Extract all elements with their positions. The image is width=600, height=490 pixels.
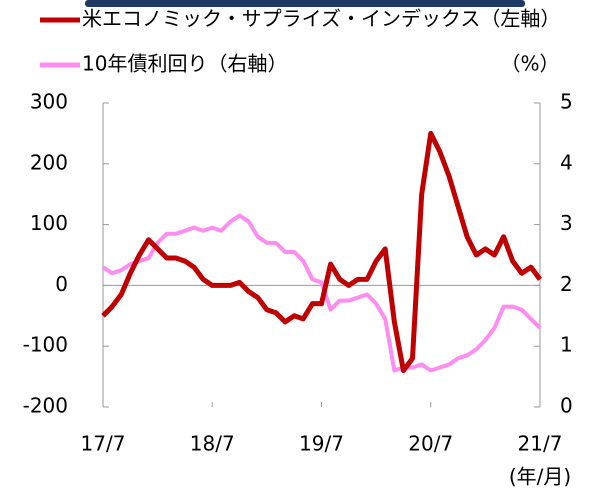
series-line [101, 130, 543, 374]
y2-tick-label: 3 [560, 211, 573, 235]
x-tick-label: 21/7 [518, 432, 563, 456]
x-unit: (年/月) [509, 465, 571, 489]
y2-tick-label: 2 [560, 272, 573, 296]
header-bar [85, 0, 525, 7]
y-tick-label: -100 [23, 333, 68, 357]
y2-tick-label: 4 [560, 150, 573, 174]
y2-tick-label: 1 [560, 333, 573, 357]
y2-tick-label: 5 [560, 90, 573, 114]
legend-label: 米エコノミック・サプライズ・インデックス（左軸） [82, 7, 560, 31]
x-tick-label: 20/7 [408, 432, 453, 456]
x-tick-label: 18/7 [190, 432, 235, 456]
y-tick-label: -200 [23, 394, 68, 418]
x-tick-label: 19/7 [299, 432, 344, 456]
series-line [101, 213, 542, 373]
y2-tick-label: 0 [560, 394, 573, 418]
legend-label: 10年債利回り（右軸） [82, 52, 287, 76]
y-tick-label: 0 [55, 272, 68, 296]
y-tick-label: 300 [30, 90, 68, 114]
y2-unit: （%） [500, 52, 559, 76]
x-tick-label: 17/7 [81, 432, 126, 456]
y-tick-label: 100 [30, 211, 68, 235]
y-tick-label: 200 [30, 150, 68, 174]
